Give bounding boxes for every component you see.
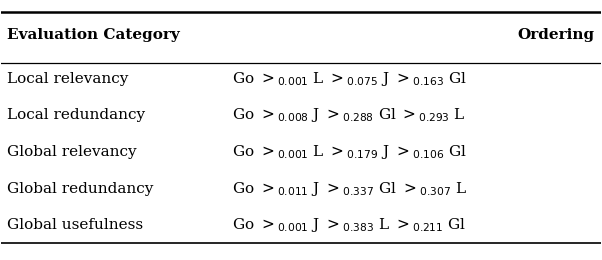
Text: Go $>_{0.008}$ J $>_{0.288}$ Gl $>_{0.293}$ L: Go $>_{0.008}$ J $>_{0.288}$ Gl $>_{0.29… <box>232 106 466 124</box>
Text: Local redundancy: Local redundancy <box>7 108 146 122</box>
Text: Go $>_{0.001}$ L $>_{0.179}$ J $>_{0.106}$ Gl: Go $>_{0.001}$ L $>_{0.179}$ J $>_{0.106… <box>232 143 467 161</box>
Text: Go $>_{0.001}$ L $>_{0.075}$ J $>_{0.163}$ Gl: Go $>_{0.001}$ L $>_{0.075}$ J $>_{0.163… <box>232 70 467 88</box>
Text: Global redundancy: Global redundancy <box>7 181 154 196</box>
Text: Go $>_{0.011}$ J $>_{0.337}$ Gl $>_{0.307}$ L: Go $>_{0.011}$ J $>_{0.337}$ Gl $>_{0.30… <box>232 179 467 198</box>
Text: Ordering: Ordering <box>518 28 595 42</box>
Text: Global usefulness: Global usefulness <box>7 218 143 232</box>
Text: Global relevancy: Global relevancy <box>7 145 137 159</box>
Text: Local relevancy: Local relevancy <box>7 72 129 86</box>
Text: Evaluation Category: Evaluation Category <box>7 28 180 42</box>
Text: Go $>_{0.001}$ J $>_{0.383}$ L $>_{0.211}$ Gl: Go $>_{0.001}$ J $>_{0.383}$ L $>_{0.211… <box>232 216 467 234</box>
